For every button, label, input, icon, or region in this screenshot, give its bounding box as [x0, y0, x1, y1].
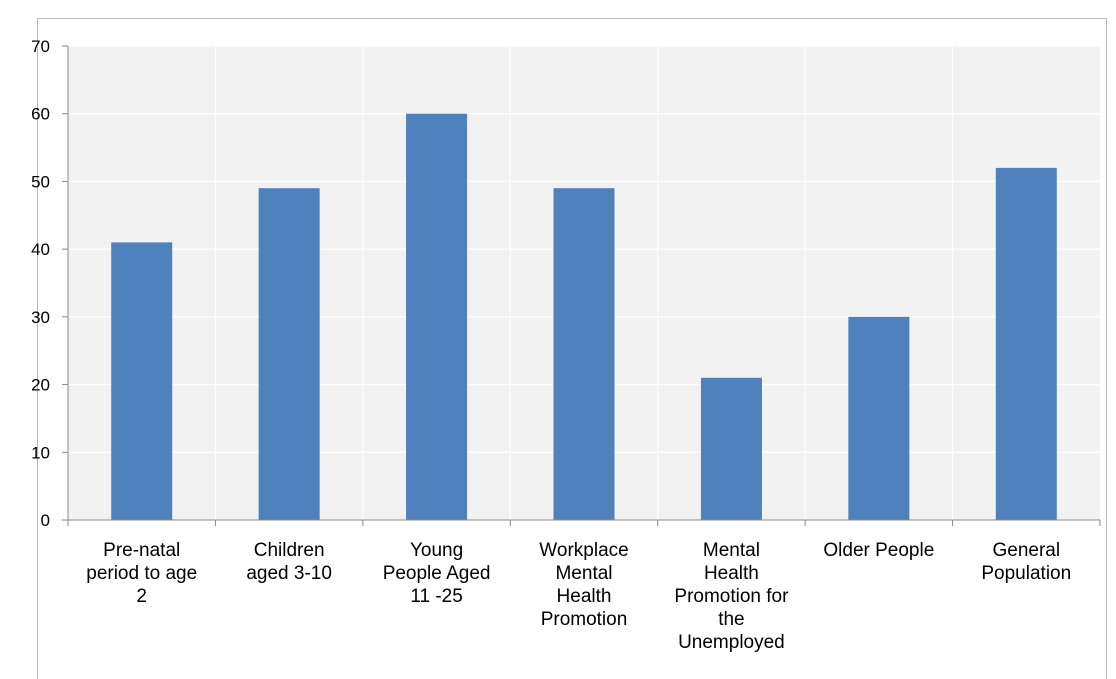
y-tick-label: 40	[31, 240, 50, 259]
x-tick-label: Pre-natal period to age 2	[86, 540, 197, 607]
x-tick-label-line: Health	[704, 563, 759, 584]
y-tick-label: 70	[31, 37, 50, 56]
y-tick-label: 50	[31, 172, 50, 191]
bar	[995, 167, 1057, 520]
x-tick-label-line: 11 -25	[410, 586, 462, 607]
x-tick-label-line: Population	[981, 563, 1071, 584]
y-tick-label: 60	[31, 105, 50, 124]
bar	[700, 377, 762, 520]
bar	[406, 113, 468, 520]
y-tick-label: 30	[31, 308, 50, 327]
bar	[553, 188, 615, 520]
bar	[258, 188, 320, 520]
y-tick-label: 0	[41, 511, 50, 530]
x-tick-label: Older People	[823, 540, 934, 561]
x-tick-label-line: Mental	[703, 540, 760, 561]
x-tick-label-line: Promotion for	[674, 586, 789, 607]
y-tick-label: 10	[31, 443, 50, 462]
x-tick-label-line: Workplace	[539, 540, 628, 561]
x-tick-label: Workplace Mental Health Promotion	[539, 540, 628, 630]
x-tick-label-line: Young	[410, 540, 463, 561]
x-tick-label: Young People Aged 11 -25	[383, 540, 491, 607]
x-tick-label-line: Mental	[555, 563, 612, 584]
x-tick-label-line: People Aged	[383, 563, 491, 584]
x-tick-label-line: Health	[557, 586, 612, 607]
x-tick-label-line: aged 3-10	[246, 563, 332, 584]
x-tick-label-line: period to age	[86, 563, 197, 584]
x-tick-label-line: Children	[254, 540, 325, 561]
x-tick-label-line: the	[718, 609, 744, 630]
x-tick-label-line: Unemployed	[678, 632, 785, 653]
y-tick-label: 20	[31, 376, 50, 395]
x-tick-label-line: General	[992, 540, 1060, 561]
x-tick-label-line: Older People	[823, 540, 934, 561]
x-tick-label-line: 2	[136, 586, 147, 607]
x-tick-label: Mental Health Promotion for the Unemployed	[674, 540, 789, 653]
x-tick-label-line: Pre-natal	[103, 540, 180, 561]
bar	[111, 242, 173, 520]
x-tick-label: Children aged 3-10	[246, 540, 332, 584]
bar	[848, 316, 910, 520]
x-tick-label-line: Promotion	[541, 609, 628, 630]
x-tick-label: General Population	[981, 540, 1071, 584]
